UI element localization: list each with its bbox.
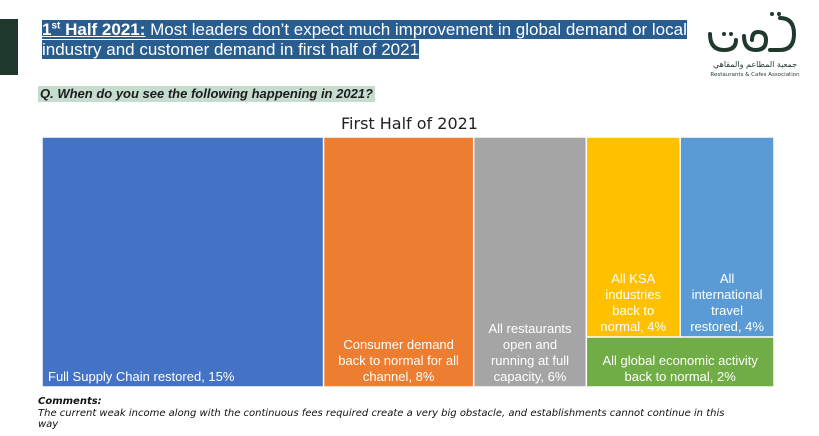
title-lead-number: 1	[42, 20, 52, 39]
survey-question: Q. When do you see the following happeni…	[38, 86, 375, 102]
tile-restaurants-capacity	[474, 137, 586, 387]
tile-international-travel	[680, 137, 774, 337]
title-rest: Most leaders don’t expect much improveme…	[42, 20, 687, 59]
tile-global-economy	[587, 337, 774, 387]
logo-english-text: Restaurants & Cafes Association	[710, 72, 800, 78]
tile-ksa-industries	[587, 137, 680, 337]
logo-mark-icon	[708, 16, 797, 53]
tile-restaurants-capacity-label: All restaurants open and running at full ca…	[488, 321, 572, 384]
tile-consumer-demand	[324, 137, 473, 387]
association-logo: جمعية المطاعم والمقاهي Restaurants & Caf…	[708, 12, 800, 78]
logo-dots-icon	[722, 12, 781, 36]
tile-ksa-industries-label: All KSA industries back to normal, 4%	[600, 271, 666, 334]
logo-arabic-text: جمعية المطاعم والمقاهي	[713, 60, 797, 69]
title-lead-rest: Half 2021:	[60, 20, 146, 39]
tile-global-economy-label: All global economic activity back to norm…	[602, 353, 758, 384]
tile-supply-chain	[42, 137, 323, 387]
side-accent-bar	[0, 19, 18, 75]
title-lead-sup: st	[51, 20, 61, 32]
chart-title: First Half of 2021	[341, 114, 478, 133]
tile-international-travel-label: All international travel restored, 4%	[690, 271, 764, 334]
tile-supply-chain-label: Full Supply Chain restored, 15%	[48, 369, 235, 384]
comments-heading: Comments:	[38, 396, 102, 407]
slide-title: 1st Half 2021: Most leaders don’t expect…	[42, 20, 702, 60]
title-lead: 1st Half 2021:	[42, 20, 145, 39]
tile-consumer-demand-label: Consumer demand back to normal for all cha…	[338, 337, 459, 384]
comments-text: The current weak income along with the c…	[38, 407, 725, 431]
comments-section: Comments: The current weak income along …	[38, 396, 738, 431]
